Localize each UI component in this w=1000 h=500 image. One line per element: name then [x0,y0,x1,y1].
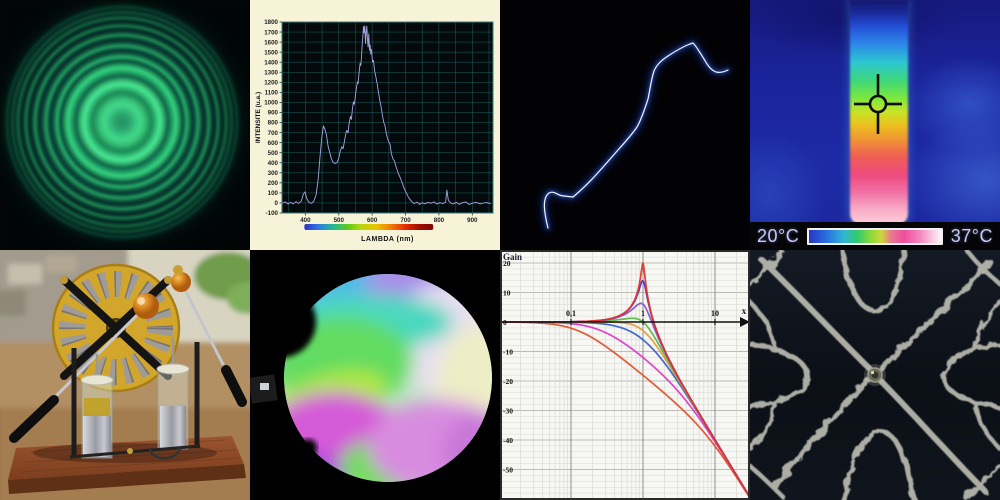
svg-text:900: 900 [268,110,279,117]
svg-text:LAMBDA (nm): LAMBDA (nm) [361,236,414,243]
svg-text:20: 20 [503,259,511,268]
center-bolt [864,364,886,386]
svg-text:300: 300 [268,170,279,177]
svg-text:-30: -30 [503,406,513,415]
thermal-scale-footer: 20°C 37°C [750,222,1000,250]
svg-text:400: 400 [268,160,279,167]
svg-text:0: 0 [503,318,507,327]
max-temperature-label: 37°C [950,225,993,246]
interference-rings [0,0,250,250]
iron-filings-photo [750,250,1000,500]
emission-spectrum-chart: -100 0 100 200 300 400 500 600 700 800 900 1000 1100… [250,0,500,250]
svg-text:1300: 1300 [264,69,278,76]
right-electrode-arm [171,265,247,407]
svg-text:400: 400 [300,217,311,224]
svg-text:200: 200 [268,180,279,187]
svg-text:1700: 1700 [264,29,278,36]
svg-text:1200: 1200 [264,80,278,87]
svg-text:10: 10 [711,309,719,318]
svg-text:Gain: Gain [503,252,522,262]
svg-text:800: 800 [268,120,279,127]
magnetic-field-pattern [750,250,1000,500]
svg-text:x: x [742,306,747,316]
temperature-colorbar [807,227,943,245]
svg-text:1600: 1600 [264,39,278,46]
gain-bode-chart: 0,1 1 10 20 10 0 -10 -20 -30 -40 -50 Gain x [500,250,750,500]
svg-text:-100: -100 [266,210,279,217]
svg-text:INTENSITE (u.a.): INTENSITE (u.a.) [255,92,262,143]
svg-text:1000: 1000 [264,100,278,107]
svg-text:700: 700 [268,130,279,137]
spectrum-plot: -100 0 100 200 300 400 500 600 700 800 900 1000 1100… [250,0,500,250]
glow-discharge-photo [500,0,750,250]
svg-text:100: 100 [268,190,279,197]
min-temperature-label: 20°C [757,225,800,246]
svg-text:10: 10 [503,288,511,297]
thermal-image: 20°C 37°C [750,0,1000,250]
support-posts [71,342,200,456]
holder-clamp [250,374,278,404]
disc-notch [250,286,317,500]
svg-text:1: 1 [641,309,645,318]
svg-text:0,1: 0,1 [566,309,576,318]
svg-text:600: 600 [268,140,279,147]
thin-film-interference-photo [250,250,500,500]
svg-text:900: 900 [467,217,478,224]
svg-text:-20: -20 [503,377,513,386]
svg-text:500: 500 [334,217,345,224]
wimshurst-machine-photo [0,250,250,500]
svg-text:-40: -40 [503,436,513,445]
discharge-arc [540,39,732,232]
leyden-jars [80,338,190,459]
svg-text:1100: 1100 [265,90,279,97]
crosshair-reticle-icon [854,74,902,134]
iridescent-disc [250,274,492,500]
svg-text:1400: 1400 [264,59,278,66]
newtons-rings-photo [0,0,250,250]
svg-text:700: 700 [400,217,411,224]
svg-text:-10: -10 [503,347,513,356]
wimshurst-machine [0,250,250,500]
svg-text:500: 500 [268,150,279,157]
bode-plot: 0,1 1 10 20 10 0 -10 -20 -30 -40 -50 Gain x [500,250,750,500]
svg-text:800: 800 [434,217,445,224]
svg-text:600: 600 [367,217,378,224]
svg-text:1500: 1500 [264,49,278,56]
svg-text:0: 0 [275,200,279,207]
svg-text:1800: 1800 [264,19,278,26]
base-wiring [69,444,201,460]
svg-text:-50: -50 [503,465,513,474]
left-electrode-arm [9,293,159,443]
